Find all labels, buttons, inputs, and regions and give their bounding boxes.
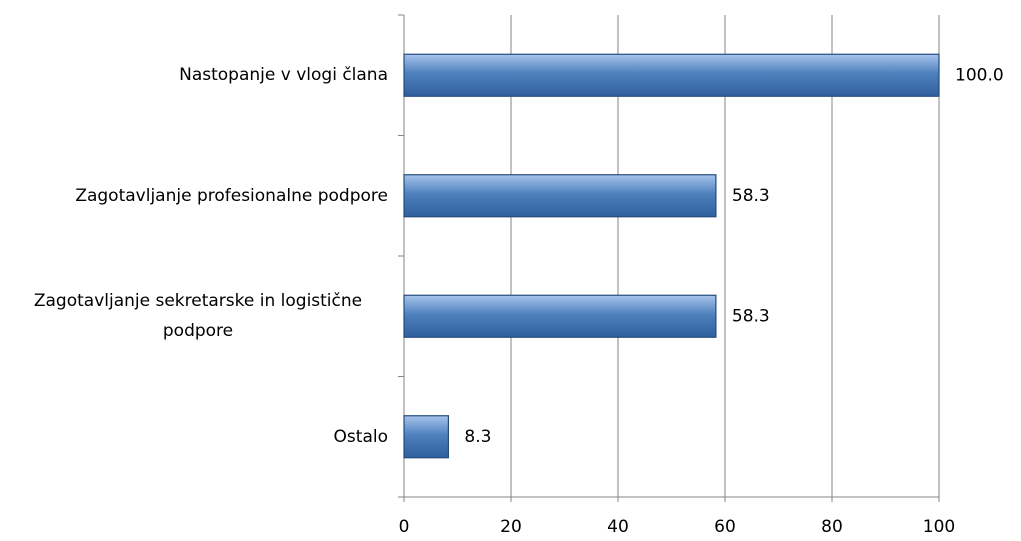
value-label: 58.3 bbox=[732, 186, 770, 206]
value-label: 100.0 bbox=[955, 65, 1004, 85]
y-tick-label: Ostalo bbox=[333, 426, 388, 447]
category-label-box: Ostalo bbox=[0, 422, 388, 452]
x-tick-label: 0 bbox=[399, 517, 410, 537]
x-tick-label: 40 bbox=[607, 517, 629, 537]
x-tick-label: 20 bbox=[500, 517, 522, 537]
x-tick-label: 80 bbox=[821, 517, 843, 537]
bar bbox=[403, 415, 450, 459]
y-tick-label: Zagotavljanje profesionalne podpore bbox=[75, 185, 388, 206]
value-label: 8.3 bbox=[464, 427, 491, 447]
category-label-box: Zagotavljanje sekretarske in logistične … bbox=[0, 286, 388, 346]
x-tick-label: 100 bbox=[923, 517, 955, 537]
category-label-box: Zagotavljanje profesionalne podpore bbox=[0, 181, 388, 211]
x-tick-label: 60 bbox=[714, 517, 736, 537]
y-tick-label: Zagotavljanje sekretarske in logistične … bbox=[33, 291, 363, 342]
bar bbox=[403, 294, 717, 338]
bar bbox=[403, 174, 717, 218]
y-tick-label: Nastopanje v vlogi člana bbox=[179, 65, 388, 86]
category-label-box: Nastopanje v vlogi člana bbox=[0, 60, 388, 90]
value-label: 58.3 bbox=[732, 306, 770, 326]
bar bbox=[403, 53, 940, 97]
